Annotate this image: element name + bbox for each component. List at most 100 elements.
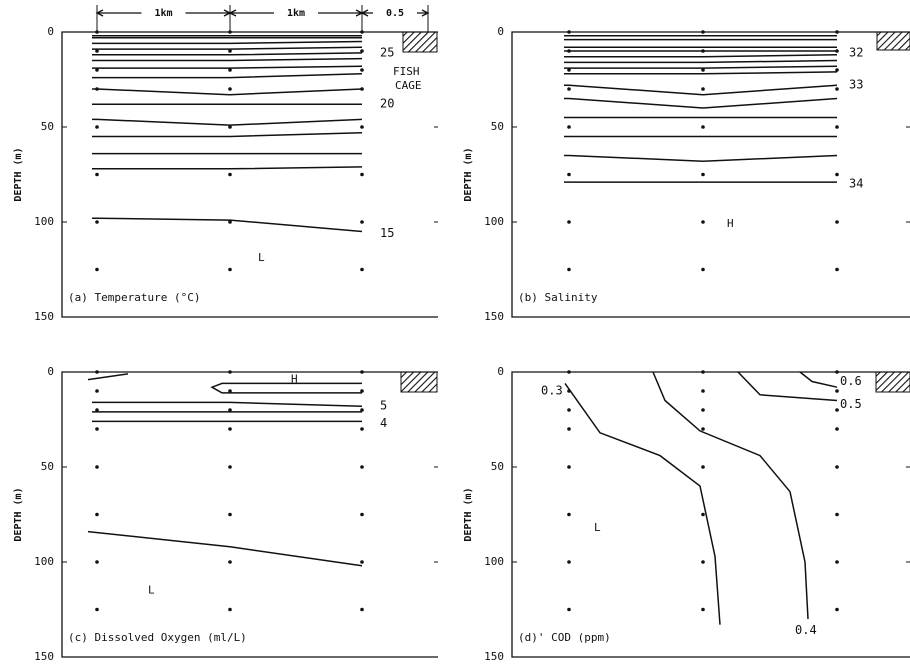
station-dot [95,49,99,53]
panel-title: (d)' COD (ppm) [518,631,611,644]
station-dot [835,87,839,91]
station-dot [567,465,571,469]
isoline [799,371,838,388]
station-dot [835,607,839,612]
station-dot [835,389,839,393]
station-dot [228,465,232,469]
station-dot [228,87,232,91]
station-dot [95,408,99,412]
dimension-arrow [228,9,364,17]
station-dot [228,267,232,272]
station-dot [360,607,364,612]
station-dot [567,172,571,177]
station-dot [701,427,705,431]
y-tick-label: 150 [34,650,54,663]
station-dot [835,267,839,272]
isoline [737,371,838,402]
station-dot [835,172,839,177]
y-tick-label: 100 [34,555,54,568]
isoline [652,371,809,620]
isoline [87,373,129,381]
y-tick-label: 100 [484,215,504,228]
station-dot [95,172,99,177]
isoline [87,530,363,567]
station-dot [228,427,232,431]
station-dot [835,512,839,517]
y-tick-label: 50 [41,120,54,133]
contour-label: 33 [849,78,863,92]
panel-title: (c) Dissolved Oxygen (ml/L) [68,631,247,644]
y-axis-label: DEPTH (m) [13,147,24,201]
station-dot [567,30,571,34]
contour-label: 20 [380,97,394,111]
station-dot [835,220,839,224]
isoline [92,217,363,233]
station-dot [228,389,232,393]
station-dot [360,408,364,412]
station-dot [701,370,705,374]
station-dot [95,68,99,72]
y-tick-label: 0 [497,365,504,378]
station-dot [701,267,705,272]
station-dot [835,408,839,412]
station-dot [95,560,99,564]
y-axis-label: DEPTH (m) [463,147,474,201]
station-dot [701,607,705,612]
contour-label: 32 [849,45,863,59]
y-tick-label: 150 [484,310,504,323]
contour-label: 4 [380,416,387,430]
contour-label: 0.4 [795,623,817,637]
distance-label: 0.5 [386,8,404,19]
distance-label: 1km [154,8,172,19]
y-tick-label: 150 [484,650,504,663]
station-dot [701,465,705,469]
isoline [92,131,363,138]
annotation: H [291,373,298,386]
isoline [564,54,838,58]
station-dot [228,49,232,53]
station-dot [228,370,232,374]
isoline [92,88,363,96]
station-dot [701,87,705,91]
annotation: L [148,584,155,597]
station-dot [701,512,705,517]
contour-label: 34 [849,177,863,191]
station-dot [360,427,364,431]
y-tick-label: 150 [34,310,54,323]
isoline [564,97,838,109]
station-dot [228,512,232,517]
station-dot [95,607,99,612]
annotation: H [727,217,734,230]
station-dot [228,408,232,412]
isoline [564,84,838,96]
station-dot [360,172,364,177]
panel: 0 50 100 150 DEPTH (m) (a) Temperature (°C) 25… [13,5,438,323]
station-dot [360,560,364,564]
station-dot [567,220,571,224]
dimension-arrow [360,9,430,17]
contour-label: 5 [380,399,387,413]
station-dot [835,125,839,129]
annotation: CAGE [395,79,422,92]
panel: 0 50 100 150 DEPTH (m) (b) Salinity 32 33 34 H [463,25,910,323]
annotation: L [594,521,601,534]
y-tick-label: 50 [41,460,54,473]
annotation: FISH [393,65,420,78]
y-axis-label: DEPTH (m) [463,487,474,541]
isoline [92,73,363,79]
station-dot [567,87,571,91]
station-dot [701,389,705,393]
annotation: L [258,251,265,264]
station-dot [567,607,571,612]
fish-cage [875,371,910,393]
isoline [564,59,838,64]
isoline [92,46,363,50]
station-dot [360,267,364,272]
panel-frame [61,31,438,318]
station-dot [360,49,364,53]
isoline [92,65,363,69]
station-dot [228,172,232,177]
y-axis-label: DEPTH (m) [13,487,24,541]
station-dot [701,408,705,412]
